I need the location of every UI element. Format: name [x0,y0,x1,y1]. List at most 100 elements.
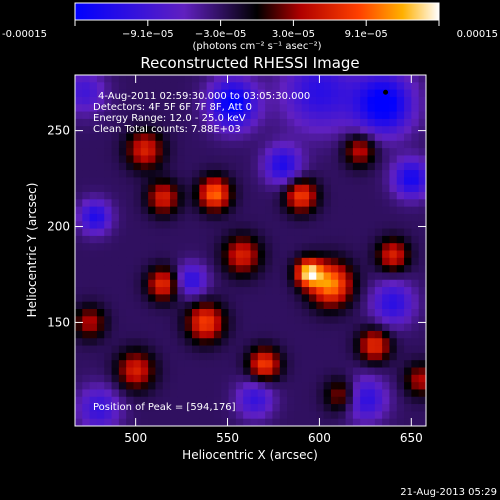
heatmap-cell [89,272,98,281]
heatmap-cell [155,294,164,303]
heatmap-cell [206,199,215,208]
heatmap-cell [323,170,332,178]
heatmap-cell [82,367,91,376]
heatmap-cell [155,199,164,208]
heatmap-cell [323,360,332,368]
heatmap-cell [140,250,149,259]
heatmap-cell [192,301,200,310]
heatmap-cell [396,309,405,317]
heatmap-cell [177,345,186,354]
heatmap-cell [243,170,251,178]
heatmap-cell [177,272,186,281]
heatmap-cell [316,206,325,215]
heatmap-cell [360,360,368,368]
heatmap-cell [140,301,149,310]
heatmap-cell [199,228,208,237]
heatmap-cell [118,199,127,208]
heatmap-cell [301,96,310,105]
heatmap-cell [96,367,105,376]
heatmap-cell [265,360,273,368]
heatmap-cell [287,250,295,259]
heatmap-cell [89,206,98,215]
heatmap-cell [140,265,149,273]
heatmap-cell [294,243,303,251]
heatmap-cell [133,367,142,376]
heatmap-cell [330,118,339,127]
heatmap-cell [338,404,346,412]
heatmap-cell [294,170,303,178]
heatmap-cell [89,192,98,200]
heatmap-cell [213,140,222,149]
heatmap-cell [287,206,295,215]
heatmap-cell [323,177,332,186]
heatmap-cell [133,104,142,112]
heatmap-cell [330,206,339,215]
heatmap-cell [396,126,405,134]
heatmap-cell [279,177,288,186]
heatmap-cell [272,294,281,303]
heatmap-cell [104,199,112,208]
heatmap-cell [396,75,405,83]
heatmap-cell [140,199,149,208]
heatmap-cell [104,360,112,368]
heatmap-cell [330,287,339,295]
heatmap-cell [382,192,390,200]
heatmap-cell [316,155,325,164]
heatmap-cell [330,316,339,325]
heatmap-cell [309,89,317,98]
heatmap-cell [272,133,281,142]
heatmap-cell [104,96,112,105]
y-tick-label: 200 [47,220,70,234]
heatmap-cell [301,243,310,251]
heatmap-cell [140,162,149,171]
heatmap-cell [126,352,134,361]
heatmap-cell [257,345,266,354]
heatmap-cell [235,294,244,303]
heatmap-cell [213,389,222,398]
heatmap-cell [301,118,310,127]
heatmap-cell [82,126,91,134]
heatmap-cell [309,265,317,273]
heatmap-cell [221,345,229,354]
heatmap-cell [192,213,200,222]
heatmap-cell [243,89,251,98]
heatmap-cell [396,140,405,149]
heatmap-cell [111,228,120,237]
heatmap-cell [111,374,120,383]
heatmap-cell [396,330,405,339]
heatmap-cell [411,287,420,295]
heatmap-cell [89,221,98,229]
heatmap-cell [162,133,171,142]
heatmap-cell [411,272,420,281]
heatmap-cell [301,162,310,171]
heatmap-cell [338,338,346,346]
heatmap-cell [235,199,244,208]
heatmap-cell [170,162,178,171]
heatmap-cell [118,162,127,171]
heatmap-cell [323,155,332,164]
heatmap-cell [279,75,288,83]
heatmap-cell [221,104,229,112]
heatmap-cell [148,140,156,149]
heatmap-cell [316,170,325,178]
heatmap-cell [309,301,317,310]
heatmap-cell [404,367,412,376]
heatmap-cell [301,89,310,98]
heatmap-cell [235,367,244,376]
heatmap-cell [287,323,295,332]
heatmap-cell [228,250,237,259]
heatmap-cell [213,316,222,325]
heatmap-cell [206,206,215,215]
heatmap-cell [323,148,332,156]
heatmap-cell [111,287,120,295]
heatmap-cell [352,411,361,420]
heatmap-cell [279,184,288,193]
heatmap-cell [360,111,368,120]
heatmap-cell [309,404,317,412]
heatmap-cell [155,140,164,149]
heatmap-cell [96,243,105,251]
heatmap-cell [374,338,383,346]
heatmap-cell [206,330,215,339]
heatmap-cell [404,104,412,112]
heatmap-cell [118,352,127,361]
